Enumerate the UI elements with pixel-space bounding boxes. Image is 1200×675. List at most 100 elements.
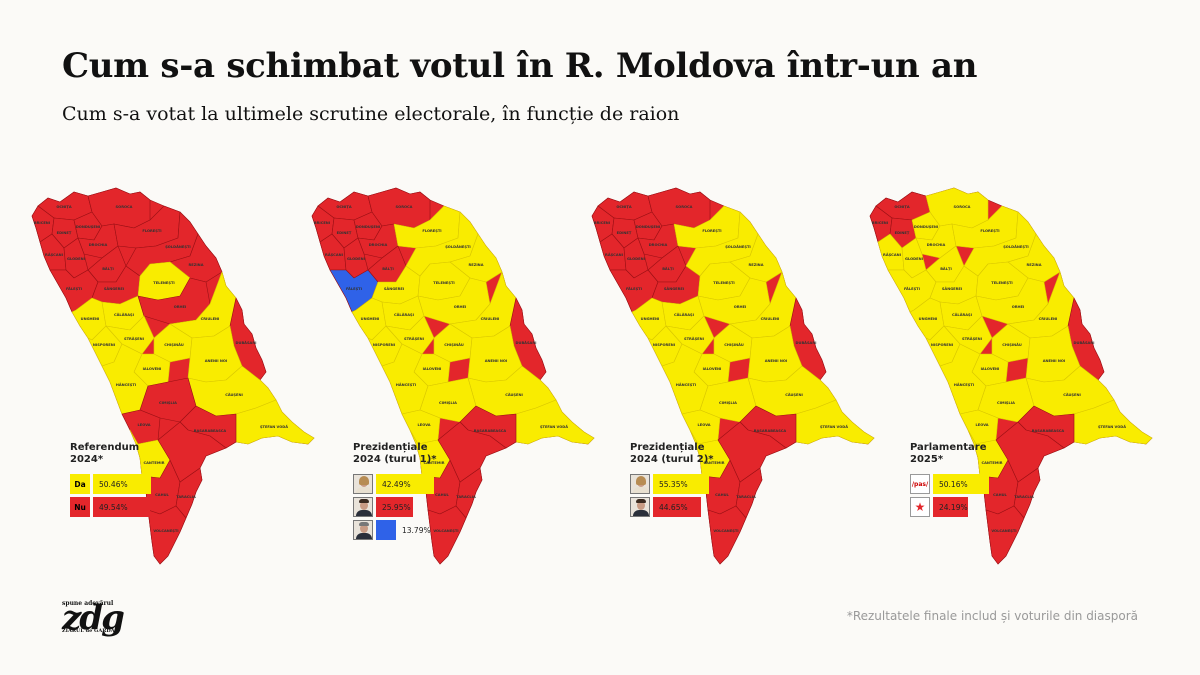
district-label: CIMIȘLIA [159, 401, 177, 405]
district-label: CIMIȘLIA [439, 401, 457, 405]
district-label: CHIȘINĂU [164, 342, 184, 347]
legend-label: Da [70, 474, 90, 494]
district-label: DUBĂSARI [1074, 340, 1095, 345]
district-label: HÂNCEȘTI [676, 382, 696, 387]
footnote: *Rezultatele finale includ și voturile d… [846, 609, 1138, 623]
legend-row-candidate-2: 25.95% [353, 497, 437, 517]
district-label: ORHEI [1012, 305, 1025, 309]
district-label: CIMIȘLIA [719, 401, 737, 405]
district-label: STRĂȘENI [684, 336, 704, 341]
district-label: BĂLȚI [382, 266, 394, 271]
page-subtitle: Cum s-a votat la ultimele scrutine elect… [62, 103, 680, 125]
district-label: CĂLĂRAȘI [952, 312, 972, 317]
legend-row-party-pas: /pas/ 50.16% [910, 474, 989, 494]
map-parlamentare-2025: OCNIȚA BRICENI EDINEȚ DONDUȘENI SOROCA RÂȘCAN… [869, 187, 1153, 565]
district-label: CANTEMIR [703, 461, 724, 465]
district-label: SOROCA [396, 205, 413, 209]
legend-row-candidate-3: 13.79% [353, 520, 437, 540]
district-orhei [697, 277, 771, 325]
district-label: ȘOLDĂNEȘTI [445, 244, 471, 249]
district-label: RÂȘCANI [325, 252, 343, 257]
district-label: OCNIȚA [336, 205, 351, 209]
district-label: ȘTEFAN VODĂ [820, 424, 848, 429]
district-label: TARACLIA [456, 495, 476, 499]
district-label: DROCHIA [649, 243, 668, 247]
district-label: UNGHENI [361, 317, 380, 321]
legend-row-candidate-2: 44.65% [630, 497, 714, 517]
district-label: NISPORENI [931, 343, 953, 347]
district-label: BĂLȚI [940, 266, 952, 271]
district-label: BASARABEASCA [754, 429, 787, 433]
district-label: GLODENI [347, 257, 365, 261]
district-label: BRICENI [594, 221, 610, 225]
district-label: CHIȘINĂU [1002, 342, 1022, 347]
district-label: CAHUL [993, 493, 1007, 497]
district-label: ORHEI [454, 305, 467, 309]
district-găgăuzia [437, 421, 507, 483]
district-label: SÂNGEREI [104, 286, 124, 291]
district-label: CAHUL [435, 493, 449, 497]
legend-title: Parlamentare 2025* [910, 442, 987, 465]
district-label: ANENII NOI [485, 359, 508, 363]
district-label: IALOVENI [981, 367, 1000, 371]
district-label: EDINEȚ [895, 231, 910, 235]
district-label: TARACLIA [176, 495, 196, 499]
district-label: CĂLĂRAȘI [114, 312, 134, 317]
district-label: ȘTEFAN VODĂ [1098, 424, 1126, 429]
district-soroca [87, 187, 151, 229]
district-orhei [975, 277, 1049, 325]
district-label: STRĂȘENI [124, 336, 144, 341]
pas-logo-icon: /pas/ [910, 474, 930, 494]
district-label: SOROCA [954, 205, 971, 209]
district-label: NISPORENI [653, 343, 675, 347]
district-label: ȘTEFAN VODĂ [260, 424, 288, 429]
district-label: ȘOLDĂNEȘTI [165, 244, 191, 249]
logo-small-text: spune adevărul [62, 600, 114, 607]
legend-title: Prezidențiale 2024 (turul 1)* [353, 442, 437, 465]
district-label: VOLCANEȘTI [991, 529, 1016, 533]
district-label: ORHEI [174, 305, 187, 309]
district-label: REZINA [1027, 263, 1042, 267]
district-label: DONDUȘENI [636, 225, 660, 229]
district-label: BĂLȚI [102, 266, 114, 271]
district-soroca [925, 187, 989, 229]
district-label: GLODENI [627, 257, 645, 261]
district-label: BRICENI [872, 221, 888, 225]
district-label: TELENEȘTI [713, 281, 735, 285]
district-label: BASARABEASCA [474, 429, 507, 433]
legend-row-party-bloc: ★ 24.19% [910, 497, 989, 517]
district-label: BRICENI [314, 221, 330, 225]
district-label: GLODENI [67, 257, 85, 261]
district-label: ȘOLDĂNEȘTI [725, 244, 751, 249]
district-volcanești [427, 505, 467, 565]
legend-value: 49.54% [93, 497, 150, 517]
district-label: TELENEȘTI [991, 281, 1013, 285]
map-prezidentiale-turul-1: OCNIȚA BRICENI EDINEȚ DONDUȘENI SOROCA RÂȘCAN… [311, 187, 595, 565]
district-label: OCNIȚA [56, 205, 71, 209]
district-label: SOROCA [676, 205, 693, 209]
legend-prezidentiale-turul-1: Prezidențiale 2024 (turul 1)* 42.49% 25.9… [353, 442, 437, 543]
legend-row-candidate-1: 55.35% [630, 474, 714, 494]
district-label: LEOVA [417, 423, 430, 427]
district-label: DUBĂSARI [236, 340, 257, 345]
logo-text: zdg [62, 598, 125, 638]
district-label: NISPORENI [93, 343, 115, 347]
district-label: DONDUȘENI [76, 225, 100, 229]
district-label: FĂLEȘTI [66, 286, 82, 291]
district-volcanești [985, 505, 1025, 565]
district-label: CAHUL [155, 493, 169, 497]
district-label: STRĂȘENI [962, 336, 982, 341]
legend-value: 42.49% [376, 474, 434, 494]
district-label: FĂLEȘTI [346, 286, 362, 291]
district-label: CANTEMIR [981, 461, 1002, 465]
district-label: DUBĂSARI [796, 340, 817, 345]
candidate-portrait-icon [353, 520, 373, 540]
candidate-portrait-icon [353, 497, 373, 517]
district-label: RÂȘCANI [45, 252, 63, 257]
district-soroca [367, 187, 431, 229]
legend-value: 55.35% [653, 474, 709, 494]
district-label: ANENII NOI [1043, 359, 1066, 363]
district-label: CHIȘINĂU [724, 342, 744, 347]
district-label: CRIULENI [481, 317, 500, 321]
legend-value: 24.19% [933, 497, 968, 517]
